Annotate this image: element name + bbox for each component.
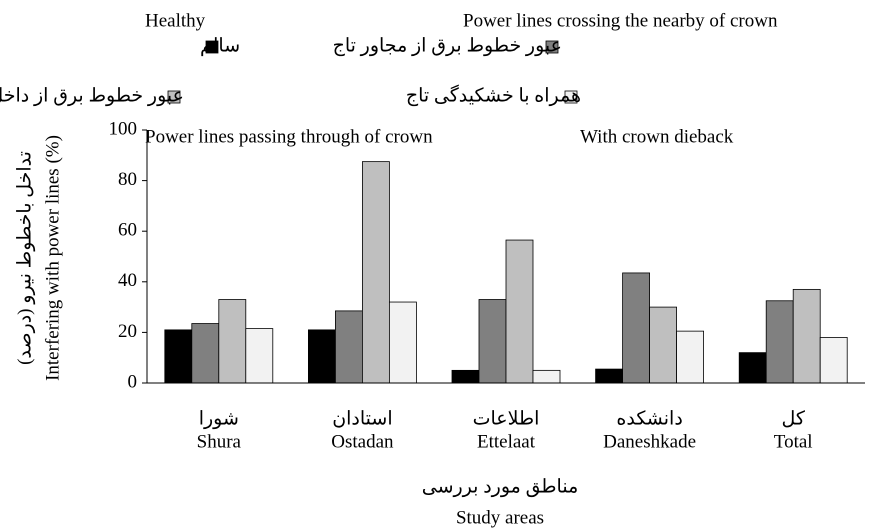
legend-swatch (545, 40, 559, 54)
bar (451, 369, 480, 384)
bar (361, 161, 390, 384)
legend-label-fa: همراه با خشکیدگی تاج (406, 83, 581, 106)
bar (819, 337, 848, 384)
bar (334, 310, 363, 384)
bar (532, 369, 561, 384)
legend-label-fa: عبور خطوط برق از مجاور تاج (333, 35, 562, 56)
legend-label: With crown dieback (580, 126, 734, 147)
bar (595, 368, 623, 384)
x-tick-label: Ettelaat (477, 431, 536, 452)
legend-swatch (167, 90, 181, 104)
bar (245, 328, 274, 384)
bar (765, 300, 794, 384)
x-axis-label: Study areas (456, 507, 544, 528)
x-tick-label-fa: دانشکده (616, 408, 682, 429)
legend-label: Power lines crossing the nearby of crown (463, 10, 778, 31)
legend-swatch (205, 40, 219, 54)
y-tick-label: 0 (128, 371, 138, 392)
bar (676, 330, 704, 384)
bar (622, 272, 650, 384)
legend-label-fa: عبور خطوط برق از داخل تاج (0, 85, 184, 106)
x-tick-label: Ostadan (331, 431, 394, 452)
bar (307, 329, 336, 384)
x-tick-label: Total (774, 431, 813, 452)
y-tick-label: 100 (109, 118, 138, 139)
bar (191, 323, 220, 384)
x-tick-label-fa: استادان (332, 408, 392, 429)
legend-label: Healthy (145, 10, 206, 31)
bar (649, 306, 677, 384)
y-tick-label: 60 (118, 220, 137, 241)
bar (388, 301, 417, 384)
x-tick-label: Shura (197, 431, 242, 452)
y-tick-label: 80 (118, 169, 137, 190)
bar (792, 288, 821, 384)
x-tick-label-fa: شورا (199, 408, 239, 429)
y-tick-label: 40 (118, 270, 137, 291)
y-axis-label: Interfering with power lines (%) (42, 135, 63, 381)
legend-label-fa: سالم (200, 35, 240, 56)
y-tick-label: 20 (118, 321, 137, 342)
x-axis-label-fa: مناطق مورد بررسی (422, 476, 579, 497)
legend-swatch (564, 90, 578, 104)
bar (478, 299, 507, 384)
legend-label: Power lines passing through of crown (145, 126, 433, 147)
bar (505, 239, 534, 384)
x-tick-label: Daneshkade (603, 431, 696, 452)
y-axis-label-fa: تداخل باخطوط نیرو (درصد) (14, 151, 35, 365)
x-tick-label-fa: کل (781, 408, 805, 429)
bar (164, 329, 193, 384)
bar (218, 299, 247, 384)
bar (738, 352, 767, 384)
x-tick-label-fa: اطلاعات (473, 408, 540, 429)
